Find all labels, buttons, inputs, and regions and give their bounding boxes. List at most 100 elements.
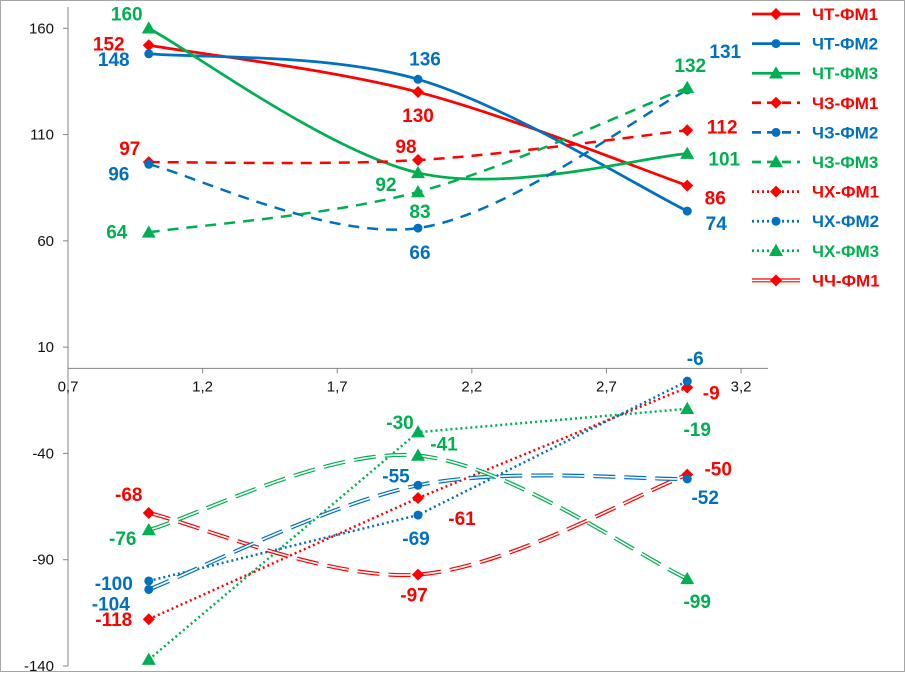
series-8-point <box>413 510 423 520</box>
legend-marker <box>770 96 782 109</box>
series-7-data-label: -118 <box>95 610 132 631</box>
series-8-data-label: -6 <box>687 349 704 370</box>
series-11-data-label: -52 <box>691 488 718 509</box>
y-tick-label: 110 <box>30 127 54 144</box>
series-10-line-inner <box>148 473 688 576</box>
legend-marker <box>771 39 781 49</box>
x-tick-label: 0,7 <box>58 378 79 395</box>
series-2-data-label: 136 <box>409 49 441 70</box>
legend-marker <box>770 185 782 198</box>
series-12-point <box>141 522 156 536</box>
series-1-data-label: 130 <box>402 106 434 127</box>
series-11-data-label: -104 <box>92 594 130 615</box>
legend: ЧТ-ФМ1 ЧТ-ФМ2 ЧТ-ФМ3 ЧЗ-ФМ1 ЧЗ-ФМ2 ЧЗ-ФМ3 ЧХ-Ф… <box>752 5 880 290</box>
series-10-data-label: -97 <box>400 586 427 607</box>
legend-label: ЧЗ-ФМ1 <box>812 94 878 113</box>
series-3-point <box>411 165 425 179</box>
legend-marker <box>771 127 781 137</box>
series-5-data-label: 96 <box>108 164 129 185</box>
legend-label: ЧХ-ФМ1 <box>812 183 879 202</box>
y-tick-label: 160 <box>29 20 54 37</box>
series-3-data-label: 92 <box>375 175 396 196</box>
series-11-point <box>413 480 423 490</box>
series-1-point <box>681 179 694 192</box>
series-6-point <box>680 80 695 94</box>
series-8-point <box>144 576 154 586</box>
series-6-point <box>411 184 425 198</box>
y-tick-label: -40 <box>32 445 54 462</box>
series-1-point <box>142 39 155 52</box>
series-11-data-label: -55 <box>382 466 410 487</box>
x-tick-label: 3,2 <box>731 378 752 395</box>
series-9-point <box>141 652 156 665</box>
series-6-data-label: 83 <box>409 202 430 223</box>
series-8-data-label: -69 <box>402 529 429 550</box>
legend-marker <box>769 243 783 257</box>
series-4-data-label: 97 <box>119 139 140 160</box>
series-12-point <box>680 571 695 585</box>
series-10-point <box>412 568 424 581</box>
series-4-data-label: 98 <box>395 137 416 158</box>
legend-label: ЧХ-ФМ2 <box>812 212 879 231</box>
x-tick-label: 1,7 <box>327 378 348 395</box>
series-11-point <box>144 584 154 594</box>
series-6-data-label: 132 <box>674 56 706 77</box>
series-10-data-label: -68 <box>115 485 142 506</box>
legend-marker <box>769 66 783 79</box>
series-2-point <box>682 206 692 216</box>
legend-label: ЧТ-ФМ1 <box>812 5 878 24</box>
series-12-data-label: -76 <box>109 529 136 550</box>
series-12-data-label: -99 <box>683 592 710 613</box>
series-7-point <box>412 492 424 505</box>
series-7-data-label: -61 <box>448 509 476 530</box>
series-4-data-label: 112 <box>707 117 738 138</box>
legend-label: ЧТ-ФМ2 <box>812 35 878 54</box>
x-tick-label: 2,7 <box>596 378 617 395</box>
series-11-point <box>682 474 692 484</box>
series-2-data-label: 74 <box>706 214 728 235</box>
series-6-point <box>141 225 156 238</box>
series-10-point <box>142 506 155 519</box>
series-7-point <box>681 381 694 394</box>
series-9-point <box>411 425 425 438</box>
series-12-data-label: -41 <box>430 435 458 456</box>
legend-marker <box>769 155 783 168</box>
legend-marker <box>770 8 782 20</box>
x-tick-label: 2,2 <box>461 378 482 395</box>
legend-marker <box>771 216 781 226</box>
legend-marker <box>770 274 782 287</box>
series-9-point <box>680 401 695 415</box>
series-7-point <box>142 613 155 626</box>
series-6-data-label: 64 <box>106 222 128 243</box>
y-tick-label: 60 <box>37 233 54 250</box>
series-2-point <box>413 74 423 84</box>
y-tick-label: -140 <box>24 658 54 672</box>
legend-label: ЧЧ-ФМ1 <box>812 271 880 290</box>
series-1-data-label: 86 <box>705 189 726 210</box>
series-3-point <box>680 146 695 159</box>
series-12-point <box>411 448 425 461</box>
series-5-data-label: 131 <box>709 42 741 63</box>
series-10-data-label: -50 <box>704 460 731 481</box>
x-tick-label: 1,2 <box>192 378 213 395</box>
series-1-point <box>412 86 424 99</box>
series-3-data-label: 101 <box>708 150 740 171</box>
series-7-data-label: -9 <box>703 384 720 405</box>
series-3-data-label: 160 <box>111 4 143 25</box>
series-4-point <box>681 124 694 137</box>
series-4-point <box>412 154 424 167</box>
series-8-point <box>682 376 692 386</box>
data-labels: 152 130 86 148 136 74 160 92 101 97 98 112 96 66 131 64… <box>92 4 742 677</box>
legend-label: ЧЗ-ФМ3 <box>812 153 878 172</box>
series-2-point <box>144 49 154 59</box>
series-5-point <box>413 223 423 233</box>
series-markers <box>141 21 695 665</box>
series-5-data-label: 66 <box>409 243 430 264</box>
series-8-data-label: -100 <box>95 574 133 595</box>
legend-label: ЧЗ-ФМ2 <box>812 123 878 142</box>
legend-label: ЧТ-ФМ3 <box>812 64 878 83</box>
series-2-data-label: 148 <box>98 50 130 71</box>
series-1-data-label: 152 <box>93 34 125 55</box>
